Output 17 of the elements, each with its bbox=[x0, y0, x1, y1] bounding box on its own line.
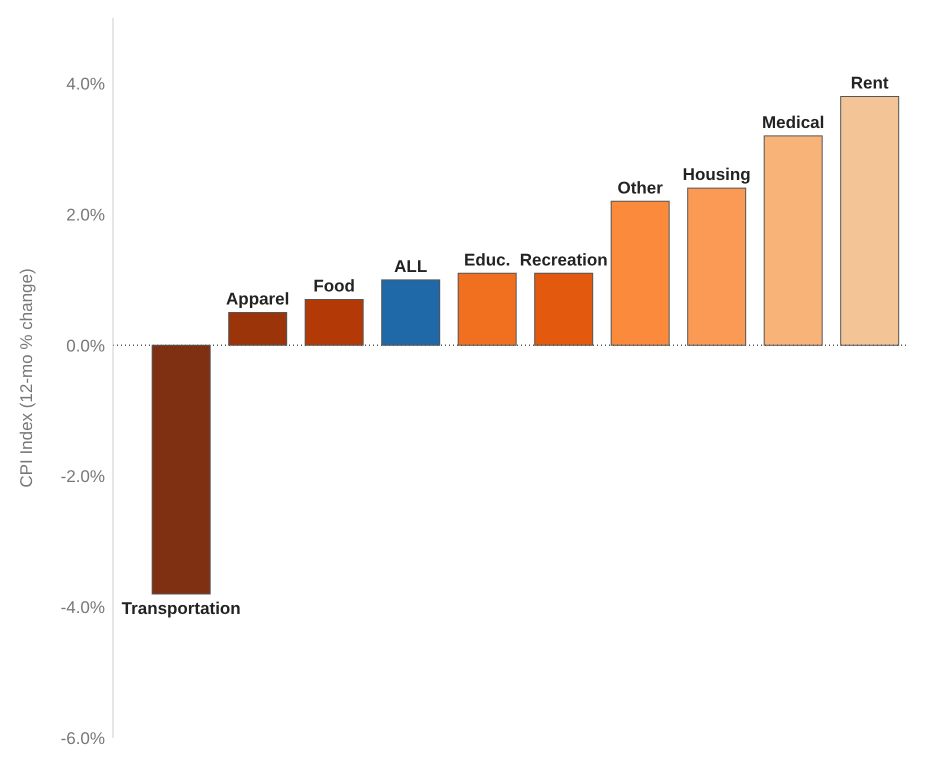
x-tick-label: Medical bbox=[762, 112, 824, 132]
x-tick-label: Apparel bbox=[226, 290, 290, 309]
x-tick-label: Educ. bbox=[464, 250, 510, 270]
x-tick-label: Rent bbox=[850, 74, 889, 93]
x-tick-label: Recreation bbox=[520, 250, 608, 270]
x-tick-label: Housing bbox=[682, 165, 751, 184]
y-tick-label: -6.0% bbox=[60, 729, 105, 748]
x-tick-label: Transportation bbox=[122, 599, 241, 618]
y-tick-label: 2.0% bbox=[66, 205, 105, 224]
y-tick-label: -4.0% bbox=[60, 598, 105, 618]
x-tick-label: Other bbox=[618, 178, 664, 198]
y-tick-label: -2.0% bbox=[60, 467, 105, 486]
x-tick-label: ALL bbox=[394, 256, 428, 276]
y-tick-label: 0.0% bbox=[66, 336, 105, 356]
y-tick-label: 4.0% bbox=[66, 74, 105, 94]
y-axis-title: CPI Index (12-mo % change) bbox=[17, 268, 36, 488]
x-tick-label: Food bbox=[313, 276, 355, 296]
